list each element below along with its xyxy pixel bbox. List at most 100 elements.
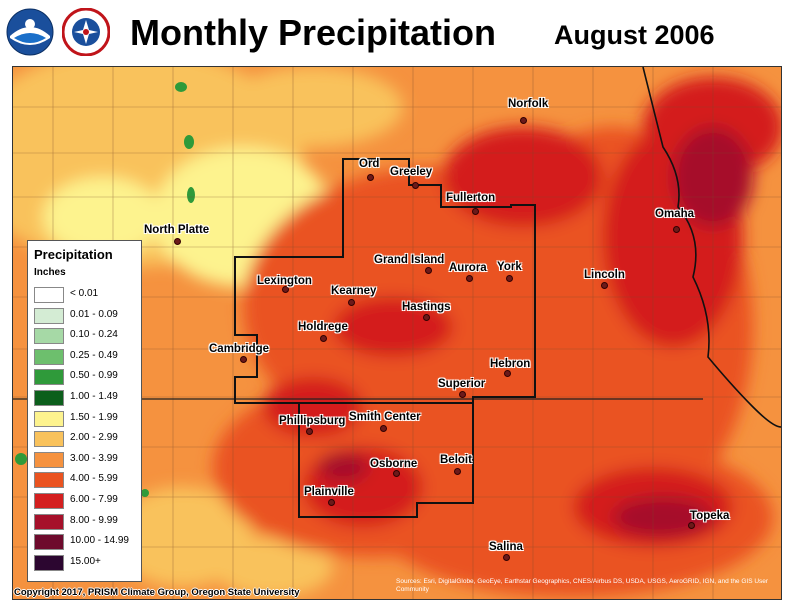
legend-item: 1.50 - 1.99 [34,410,138,427]
legend-swatch [34,287,64,303]
legend-swatch [34,307,64,324]
legend-label: 0.25 - 0.49 [70,349,118,361]
legend-swatch [34,328,64,345]
legend-item: 3.00 - 3.99 [34,451,138,468]
noaa-logo [6,8,54,56]
legend-item: 10.00 - 14.99 [34,534,138,551]
legend-swatch [34,369,64,386]
city-marker [328,499,335,506]
city-label-greeley: Greeley [390,166,433,178]
city-marker [367,174,374,181]
city-label-topeka: Topeka [690,510,730,522]
city-marker [282,286,289,293]
city-label-holdrege: Holdrege [298,321,348,333]
basemap-sources: Sources: Esri, DigitalGlobe, GeoEye, Ear… [396,578,769,593]
legend-label: 0.01 - 0.09 [70,308,118,320]
city-label-superior: Superior [438,378,486,390]
city-label-hastings: Hastings [402,301,451,313]
legend-label: 15.00+ [70,555,101,567]
city-marker [503,554,510,561]
date-label: August 2006 [554,20,715,50]
city-marker [393,470,400,477]
legend-item: 0.50 - 0.99 [34,369,138,386]
legend-label: 0.50 - 0.99 [70,370,118,382]
city-marker [348,299,355,306]
city-label-kearney: Kearney [331,285,377,297]
city-label-lexington: Lexington [257,275,312,287]
legend-swatch [34,348,64,365]
legend-item: 0.01 - 0.09 [34,307,138,324]
forecast-area-outline-kansas [298,402,474,518]
legend-label: 6.00 - 7.99 [70,494,118,505]
legend-label: 1.50 - 1.99 [70,411,118,423]
legend-label: 8.00 - 9.99 [70,514,118,526]
legend-swatch [34,493,64,509]
legend-item: 15.00+ [34,554,138,571]
copyright-credit: Copyright 2017, PRISM Climate Group, Ore… [14,587,300,598]
legend-item: 2.00 - 2.99 [34,431,138,448]
city-label-norfolk: Norfolk [508,98,549,110]
precipitation-legend: Precipitation Inches < 0.01 0.01 - 0.09 0.… [27,240,142,582]
legend-item: 4.00 - 5.99 [34,472,138,489]
low-precipitation-spots [15,82,195,497]
city-label-york: York [497,261,522,273]
legend-label: 10.00 - 14.99 [70,535,129,547]
city-label-phillipsburg: Phillipsburg [279,415,346,427]
city-marker [520,117,527,124]
city-label-omaha: Omaha [655,208,694,220]
city-marker [425,267,432,274]
city-marker [673,226,680,233]
legend-swatch [34,410,64,427]
city-marker [380,425,387,432]
legend-swatch [34,390,64,406]
legend-swatch [34,431,64,448]
missouri-river-border [642,67,781,428]
city-label-smith-center: Smith Center [349,411,421,423]
city-marker [174,238,181,245]
city-label-aurora: Aurora [449,262,487,274]
city-marker [459,391,466,398]
legend-swatch [34,451,64,468]
city-marker [454,468,461,475]
forecast-area-outline-nebraska [234,158,536,404]
legend-item: 1.00 - 1.49 [34,390,138,406]
page-title: Monthly Precipitation [130,12,497,53]
city-label-fullerton: Fullerton [446,192,496,204]
legend-label: 1.00 - 1.49 [70,391,118,402]
city-label-beloit: Beloit [440,454,472,466]
city-label-lincoln: Lincoln [584,269,625,281]
city-label-hebron: Hebron [490,358,531,370]
legend-item: < 0.01 [34,287,138,303]
city-marker [688,522,695,529]
city-marker [306,428,313,435]
city-marker [412,182,419,189]
precipitation-field [13,67,781,597]
city-marker [504,370,511,377]
city-label-grand-island: Grand Island [374,254,445,266]
city-marker [472,208,479,215]
legend-title: Precipitation [34,247,113,262]
legend-item: 0.25 - 0.49 [34,348,138,365]
city-marker [423,314,430,321]
city-label-salina: Salina [489,541,523,553]
header: Monthly Precipitation August 2006 [0,0,792,66]
city-marker [320,335,327,342]
city-label-plainville: Plainville [304,486,354,498]
legend-swatch [34,472,64,489]
legend-label: 3.00 - 3.99 [70,452,118,464]
legend-units: Inches [34,267,66,278]
legend-swatch [34,554,64,571]
national-weather-service-logo [61,7,111,57]
legend-label: < 0.01 [70,288,99,299]
legend-item: 0.10 - 0.24 [34,328,138,345]
city-marker [240,356,247,363]
city-label-osborne: Osborne [370,458,418,470]
city-marker [466,275,473,282]
city-label-cambridge: Cambridge [209,343,270,355]
legend-item: 6.00 - 7.99 [34,493,138,509]
legend-swatch [34,513,64,530]
legend-label: 4.00 - 5.99 [70,473,118,485]
legend-label: 0.10 - 0.24 [70,329,118,341]
city-label-north-platte: North Platte [144,224,210,236]
legend-swatch [34,534,64,551]
